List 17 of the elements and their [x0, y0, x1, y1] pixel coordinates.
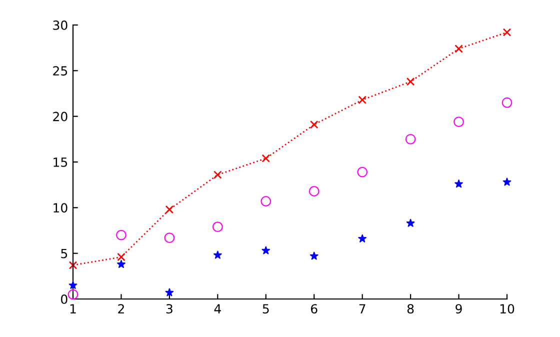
- x-tick-label: 2: [118, 304, 124, 314]
- x-tick-label: 7: [359, 304, 366, 314]
- x-tick-label: 6: [311, 304, 318, 314]
- y-tick-label: 20: [53, 112, 68, 122]
- y-tick-label: 15: [54, 158, 68, 167]
- y-tick-label: 30: [53, 20, 68, 30]
- x-tick-label: 1: [70, 304, 76, 314]
- x-tick-label: 4: [214, 304, 221, 314]
- x-tick-label: 3: [166, 304, 172, 314]
- y-tick-label: 0: [61, 294, 68, 304]
- y-tick-label: 10: [54, 203, 68, 213]
- x-tick-label: 8: [407, 304, 414, 314]
- x-tick-label: 10: [500, 304, 514, 314]
- x-tick-label: 5: [262, 304, 269, 314]
- y-tick-label: 5: [61, 248, 68, 258]
- y-tick-label: 25: [53, 66, 68, 76]
- x-tick-label: 9: [456, 304, 462, 314]
